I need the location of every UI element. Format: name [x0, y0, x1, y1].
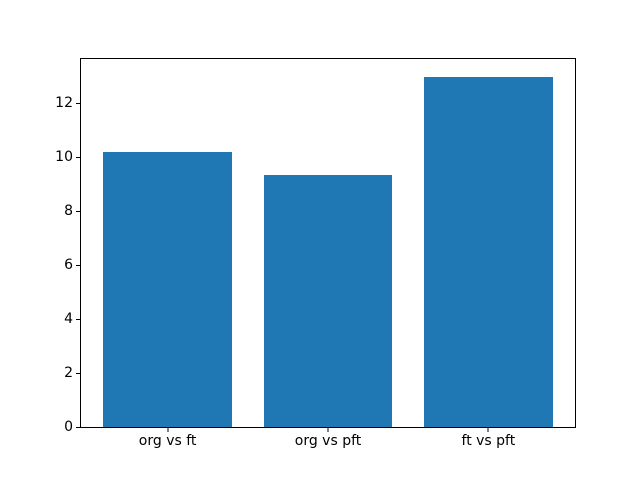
plot-area: 0 2 4 6 8 10 12 org vs ft org vs pft ft vs pft: [55, 58, 576, 448]
y-tick-mark: [76, 210, 80, 212]
x-tick-label: ft vs pft: [461, 433, 516, 449]
x-tick-mark: [167, 428, 169, 432]
y-tick-mark: [76, 426, 80, 428]
y-tick-label: 2: [64, 365, 73, 382]
x-tick-label: org vs pft: [294, 433, 362, 449]
y-tick-mark: [76, 372, 80, 374]
y-tick-label: 8: [64, 203, 73, 220]
y-tick-mark: [76, 156, 80, 158]
y-tick-label: 4: [64, 311, 73, 328]
y-tick-mark: [76, 318, 80, 320]
x-tick-mark: [487, 428, 489, 432]
y-tick-label: 0: [64, 419, 73, 435]
y-tick-label: 6: [64, 257, 73, 274]
y-tick-mark: [76, 102, 80, 104]
bar-org-vs-ft: [103, 152, 232, 427]
y-tick-label: 10: [55, 149, 73, 166]
y-tick-mark: [76, 264, 80, 266]
y-tick-label: 12: [55, 95, 73, 112]
x-tick-mark: [327, 428, 329, 432]
x-tick-label: org vs ft: [138, 433, 197, 449]
bar-ft-vs-pft: [424, 76, 553, 427]
bar-org-vs-pft: [263, 174, 393, 427]
